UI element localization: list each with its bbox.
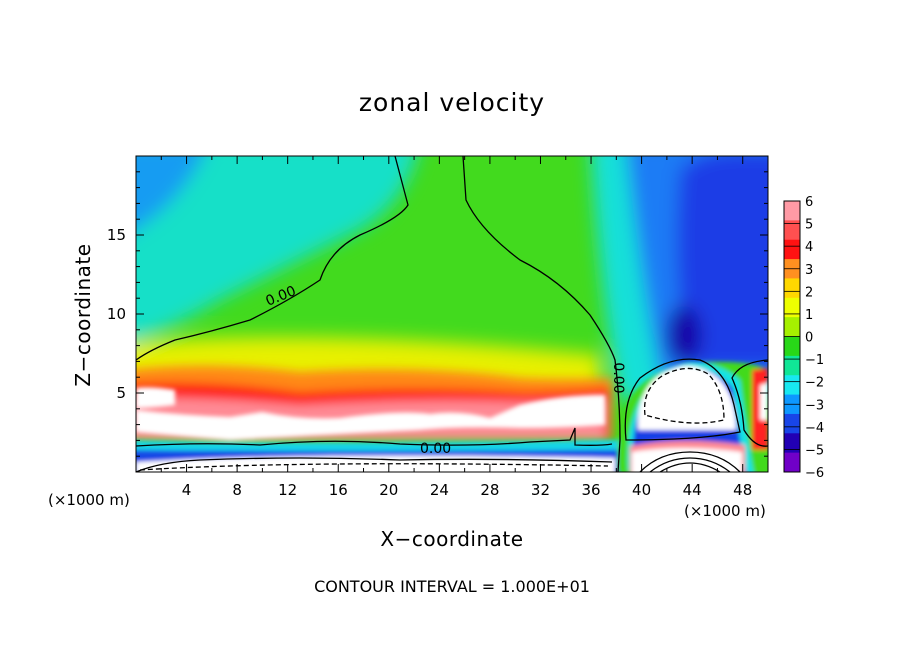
contour-labels: 0.00 0.00 0.00 — [264, 283, 626, 457]
colorbar-label: −4 — [805, 421, 824, 436]
colorbar-swatch — [784, 433, 800, 454]
contour-zero-upper — [136, 156, 409, 361]
velocity-field — [136, 156, 768, 472]
colorbar: 6 5 4 3 2 1 0 −1 −2 −3 −4 −5 −6 — [783, 195, 824, 481]
colorbar-label: 0 — [805, 331, 813, 346]
contour-lower-right-ring3 — [659, 462, 721, 472]
contour-zero-bubble — [624, 358, 741, 441]
field-right-deep-blue — [676, 156, 768, 370]
x-axis-title: X−coordinate — [380, 527, 524, 551]
x-tick-label: 32 — [531, 481, 550, 499]
contour-lower-right-ring1 — [639, 451, 741, 472]
colorbar-label: −2 — [805, 376, 824, 391]
field-jet-white-left — [136, 387, 175, 408]
contour-lines — [136, 156, 768, 472]
colorbar-swatch — [784, 375, 800, 396]
contour-dashed-bubble — [643, 367, 725, 424]
x-axis: 4 8 12 16 20 24 28 32 36 40 44 48 — [160, 156, 752, 499]
field-upper-left-cyan — [136, 156, 417, 341]
x-tick-label: 8 — [232, 481, 242, 499]
contour-lower-right-ring2 — [649, 457, 731, 472]
contour-interval-note: CONTOUR INTERVAL = 1.000E+01 — [314, 577, 590, 596]
colorbar-label: 1 — [805, 308, 813, 323]
x-tick-label: 40 — [632, 481, 651, 499]
colorbar-label: 3 — [805, 263, 813, 278]
x-unit-left: (×1000 m) — [48, 491, 130, 509]
x-tick-label: 4 — [182, 481, 192, 499]
colorbar-swatch — [784, 317, 800, 337]
x-tick-label: 12 — [278, 481, 297, 499]
colorbar-swatch — [784, 278, 800, 299]
y-tick-label: 15 — [107, 226, 126, 244]
colorbar-label: −3 — [805, 398, 824, 413]
x-tick-label: 20 — [379, 481, 398, 499]
field-bubble-white — [637, 365, 736, 430]
x-tick-label: 28 — [480, 481, 499, 499]
colorbar-swatch — [784, 239, 800, 260]
contour-surface-solid — [136, 457, 613, 472]
colorbar-swatch — [784, 452, 800, 473]
x-tick-label: 48 — [733, 481, 752, 499]
colorbar-swatch — [784, 355, 800, 376]
x-tick-label: 44 — [683, 481, 702, 499]
y-axis: 5 10 15 — [107, 171, 768, 457]
contour-zero-middle — [462, 156, 621, 472]
colorbar-label: −1 — [805, 353, 824, 368]
y-tick-label: 5 — [116, 384, 126, 402]
field-jet-white — [136, 395, 605, 440]
field-right-edge-white — [760, 383, 768, 420]
colorbar-label: −5 — [805, 443, 824, 458]
colorbar-label: 5 — [805, 218, 813, 233]
field-navy-core — [666, 305, 702, 365]
colorbar-label: 4 — [805, 240, 813, 255]
contour-dashed-surface — [139, 463, 609, 471]
y-axis-title-text: Z−coordinate — [71, 243, 95, 387]
chart-title: zonal velocity — [358, 88, 546, 117]
field-upper-left-blue — [136, 156, 203, 230]
colorbar-label: −6 — [805, 466, 824, 481]
colorbar-swatch — [784, 220, 800, 241]
contour-label-lower: 0.00 — [420, 441, 451, 457]
contour-zero-right — [731, 359, 768, 447]
colorbar-label: 2 — [805, 285, 813, 300]
colorbar-swatch — [784, 336, 800, 357]
y-tick-label: 10 — [107, 305, 126, 323]
x-tick-label: 24 — [430, 481, 449, 499]
contour-zero-lower — [136, 427, 613, 447]
colorbar-swatch — [784, 413, 800, 434]
contour-label-right: 0.00 — [610, 362, 626, 393]
colorbar-label: 6 — [805, 195, 813, 210]
colorbar-swatch — [784, 201, 800, 221]
x-tick-label: 36 — [581, 481, 600, 499]
colorbar-swatch — [784, 297, 800, 318]
x-tick-label: 16 — [329, 481, 348, 499]
x-unit-right: (×1000 m) — [684, 502, 766, 520]
